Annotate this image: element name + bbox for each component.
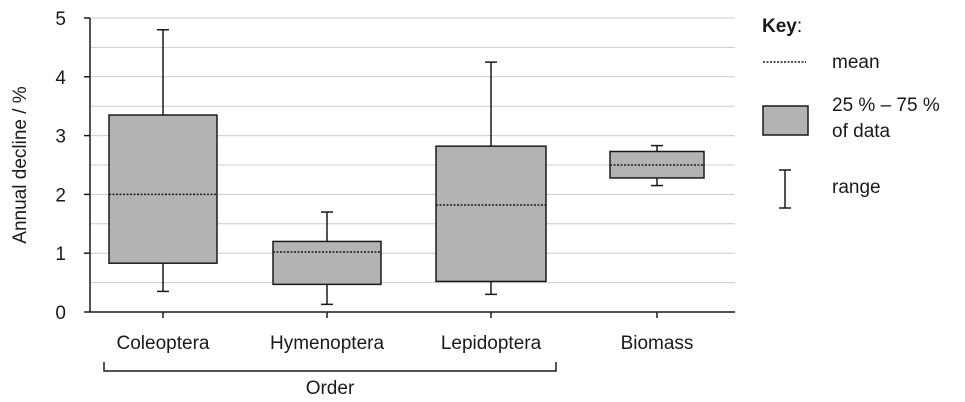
box-iqr [272,240,382,286]
x-category-label: Hymenoptera [270,333,384,354]
legend-box-label-1: 25 % – 75 % [832,95,940,116]
x-category-labels: Coleoptera Hymenoptera Lepidoptera Biomass [117,312,694,354]
y-tick-label: 5 [55,9,66,30]
legend-mean-label: mean [832,52,880,73]
legend-range-swatch [779,169,791,209]
legend-box-swatch [762,105,809,136]
box-biomass [609,144,705,187]
y-tick-label: 4 [55,68,66,89]
legend-box-label-2: of data [832,121,891,142]
y-ticks: 0 1 2 3 4 5 [55,9,90,324]
order-group-label: Order [306,378,355,399]
order-bracket [103,362,557,372]
legend: Key: mean 25 % – 75 % of data range [762,16,940,209]
box-iqr [108,114,218,264]
y-tick-label: 3 [55,127,66,148]
x-category-label: Biomass [621,333,694,354]
axes [89,18,735,313]
y-tick-label: 0 [55,303,66,324]
box-series [108,29,705,306]
y-tick-label: 2 [55,185,66,206]
box-coleoptera [108,29,218,293]
x-category-label: Lepidoptera [441,333,542,354]
legend-title: Key: [762,16,802,37]
box-lepidoptera [435,61,547,296]
legend-range-label: range [832,177,881,198]
box-iqr [435,145,547,283]
y-tick-label: 1 [55,244,66,265]
x-category-label: Coleoptera [117,333,210,354]
box-hymenoptera [272,211,382,306]
y-axis-label: Annual decline / % [10,86,31,243]
